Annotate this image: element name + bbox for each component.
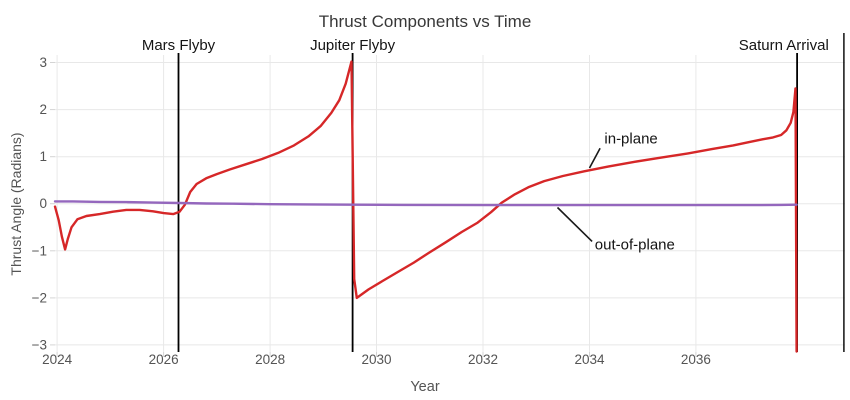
y-tick-label: −3: [32, 337, 47, 352]
x-tick-label: 2024: [42, 352, 73, 367]
y-tick-label: 3: [39, 55, 47, 70]
x-tick-label: 2036: [681, 352, 711, 367]
y-tick-label: 1: [39, 149, 47, 164]
series-in-plane-line: [53, 60, 798, 353]
y-tick-label: 2: [39, 102, 47, 117]
annotation-leader-line: [588, 147, 601, 169]
annotation-label: out-of-plane: [595, 236, 675, 253]
y-tick-label: −1: [32, 243, 47, 258]
annotation-leader-line: [556, 206, 593, 242]
y-tick-label: −2: [32, 290, 47, 305]
x-tick-label: 2028: [255, 352, 285, 367]
x-tick-label: 2034: [574, 352, 605, 367]
event-label: Saturn Arrival: [739, 37, 829, 54]
x-tick-label: 2032: [468, 352, 498, 367]
y-axis-title: Thrust Angle (Radians): [8, 132, 24, 276]
x-tick-label: 2026: [149, 352, 179, 367]
y-tick-label: 0: [39, 196, 47, 211]
event-label: Jupiter Flyby: [310, 37, 396, 54]
x-axis-title: Year: [410, 379, 440, 395]
annotation-label: in-plane: [604, 131, 657, 148]
x-tick-label: 2030: [361, 352, 391, 367]
event-label: Mars Flyby: [142, 37, 216, 54]
chart-title: Thrust Components vs Time: [318, 12, 532, 31]
series-out-of-plane-line: [53, 200, 798, 207]
